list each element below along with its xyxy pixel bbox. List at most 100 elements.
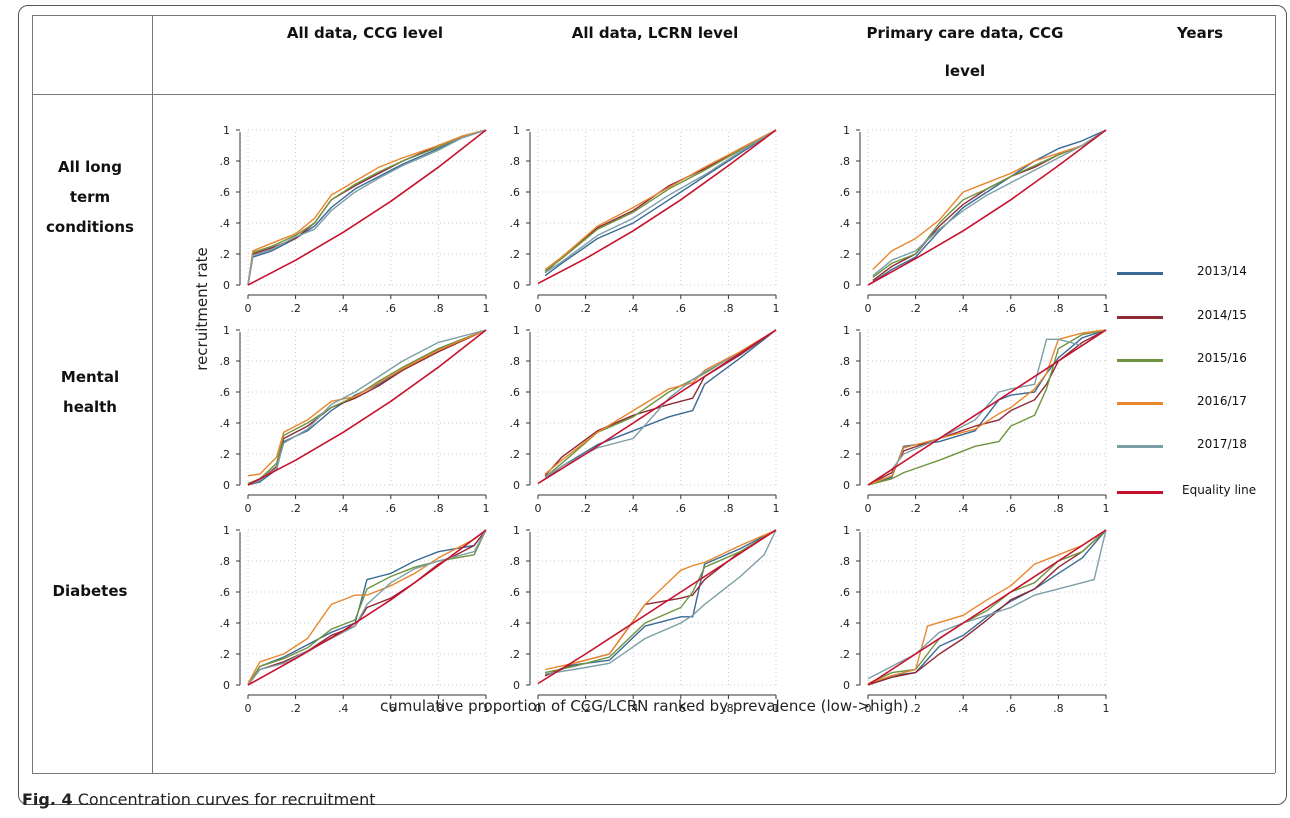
panel-0-1-x-tick-label: 1	[773, 302, 780, 315]
panel-1-1-y-tick-label: 0	[513, 479, 520, 492]
panel-2-1-x-tick-label: .8	[723, 702, 734, 715]
row-header-all-ltc-line1: All long	[58, 158, 122, 176]
figure-frame	[18, 5, 1287, 805]
panel-0-2-series-2015-16	[872, 129, 1107, 278]
legend-label-equality-line: Equality line	[1182, 483, 1257, 497]
panel-1-1-series-2014-15	[544, 329, 777, 477]
panel-0-2-y-tick-label: .8	[840, 155, 851, 168]
legend-swatch-2016-17	[1117, 402, 1163, 405]
row-header-mental-health-line1: Mental	[60, 368, 120, 386]
panel-0-0-x-tick-label: 1	[483, 302, 490, 315]
panel-0-1-y-tick-label: .2	[510, 248, 521, 261]
panel-2-1-x-tick-label: .4	[628, 702, 639, 715]
panel-1-1-series-2016-17	[544, 329, 777, 475]
column-header-primary-ccg: Primary care data, CCG level	[830, 18, 1100, 86]
panel-2-2-series-2015-16	[867, 529, 1107, 685]
caption-text: Concentration curves for recruitment	[77, 790, 376, 809]
row-header-diabetes: Diabetes	[30, 576, 150, 606]
panel-1-2-y-tick-label: 0	[843, 479, 850, 492]
panel-1-1-y-tick-label: .6	[510, 386, 521, 399]
panel-0-2-y-tick-label: .2	[840, 248, 851, 261]
panel-2-1-y-tick-label: .6	[510, 586, 521, 599]
panel-1-1-x-tick-label: .4	[628, 502, 639, 515]
panel-2-0-y-tick-label: .4	[220, 617, 231, 630]
panel-0-2-series-2013-14	[872, 129, 1107, 283]
panel-2-1-y-tick-label: .2	[510, 648, 521, 661]
legend-label-2016-17: 2016/17	[1197, 394, 1247, 408]
panel-0-1-y-tick-label: .8	[510, 155, 521, 168]
panel-2-1-y-tick-label: .4	[510, 617, 521, 630]
panel-2-1-series-2017-18	[544, 529, 777, 675]
panel-1-1-x-tick-label: .6	[676, 502, 687, 515]
panel-2-0-series-2017-18	[247, 529, 487, 686]
table-border-left	[32, 15, 33, 773]
panel-2-0-series-2014-15	[247, 529, 487, 686]
panel-1-2-x-tick-label: .2	[910, 502, 921, 515]
panel-1-0-series-2013-14	[247, 329, 487, 486]
panel-1-0-series-2014-15	[247, 329, 487, 486]
row-header-all-ltc-line2: term	[69, 188, 111, 206]
panel-0-1-y-tick-label: 0	[513, 279, 520, 292]
panel-1-1-y-tick-label: .4	[510, 417, 521, 430]
panel-1-2-y-tick-label: .2	[840, 448, 851, 461]
panel-1-0-x-tick-label: .6	[386, 502, 397, 515]
panel-0-2-x-tick-label: .6	[1006, 302, 1017, 315]
panel-2-1-x-tick-label: 1	[773, 702, 780, 715]
panel-0-1-y-tick-label: .4	[510, 217, 521, 230]
panel-1-0-series-equality-line	[247, 329, 487, 486]
panel-2-2-x-tick-label: .2	[910, 702, 921, 715]
panel-2-0-x-tick-label: 0	[245, 702, 252, 715]
panel-0-1-y-tick-label: .6	[510, 186, 521, 199]
panel-1-0-y-tick-label: 1	[223, 324, 230, 337]
panel-2-0-x-tick-label: 1	[483, 702, 490, 715]
panel-1-0-series-2017-18	[247, 329, 487, 486]
panel-0-1-x-tick-label: .6	[676, 302, 687, 315]
panel-1-0-x-tick-label: .4	[338, 502, 349, 515]
legend-label-2014-15: 2014/15	[1197, 308, 1247, 322]
panel-1-1-y-tick-label: 1	[513, 324, 520, 337]
panel-1-1-x-tick-label: 0	[535, 502, 542, 515]
panel-1-0-x-tick-label: .8	[433, 502, 444, 515]
panel-1-2-y-tick-label: .8	[840, 355, 851, 368]
panel-0-2-x-tick-label: 0	[865, 302, 872, 315]
panel-2-2-y-tick-label: .8	[840, 555, 851, 568]
panel-1-2-x-tick-label: .8	[1053, 502, 1064, 515]
panel-2-0-series-2013-14	[247, 529, 487, 686]
panel-0-2-series-2014-15	[872, 129, 1107, 281]
panel-1-1-series-equality-line	[537, 329, 777, 485]
panel-0-2-x-tick-label: .4	[958, 302, 969, 315]
panel-2-1-y-tick-label: 0	[513, 679, 520, 692]
panel-0-2-y-tick-label: 1	[843, 124, 850, 137]
panel-0-0-x-tick-label: .4	[338, 302, 349, 315]
panel-0-2-x-tick-label: 1	[1103, 302, 1110, 315]
legend-label-2015-16: 2015/16	[1197, 351, 1247, 365]
column-header-all-ccg: All data, CCG level	[286, 24, 444, 42]
row-header-mental-health-line2: health	[63, 398, 117, 416]
panel-1-1-y-tick-label: .8	[510, 355, 521, 368]
panel-0-2-x-tick-label: .8	[1053, 302, 1064, 315]
panel-2-0-x-tick-label: .6	[386, 702, 397, 715]
panel-0-1-series-2013-14	[544, 129, 777, 277]
column-header-all-lcrn: All data, LCRN level	[571, 24, 739, 42]
legend-swatch-2017-18	[1117, 445, 1163, 448]
panel-1-2-x-tick-label: 0	[865, 502, 872, 515]
panel-2-0-x-tick-label: .2	[290, 702, 301, 715]
legend-swatch-2013-14	[1117, 272, 1163, 275]
panel-2-2-x-tick-label: .4	[958, 702, 969, 715]
legend-label-2017-18: 2017/18	[1197, 437, 1247, 451]
panel-2-2-y-tick-label: .4	[840, 617, 851, 630]
table-border-right	[1275, 15, 1276, 773]
panel-1-1-series-2013-14	[544, 329, 777, 480]
panel-0-0-y-tick-label: .6	[220, 186, 231, 199]
panel-0-0-x-tick-label: 0	[245, 302, 252, 315]
panel-1-1-x-tick-label: .2	[580, 502, 591, 515]
panel-2-2-series-equality-line	[867, 529, 1107, 686]
panel-1-0-y-tick-label: .2	[220, 448, 231, 461]
table-border-top	[32, 15, 1275, 16]
y-axis-label: recruitment rate	[192, 247, 211, 371]
panel-0-0-series-2014-15	[247, 129, 487, 286]
column-header-primary-ccg-line2: level	[944, 62, 986, 80]
panel-1-0-x-tick-label: 1	[483, 502, 490, 515]
panel-2-0-y-tick-label: .8	[220, 555, 231, 568]
panel-1-2-series-2017-18	[867, 329, 1107, 486]
